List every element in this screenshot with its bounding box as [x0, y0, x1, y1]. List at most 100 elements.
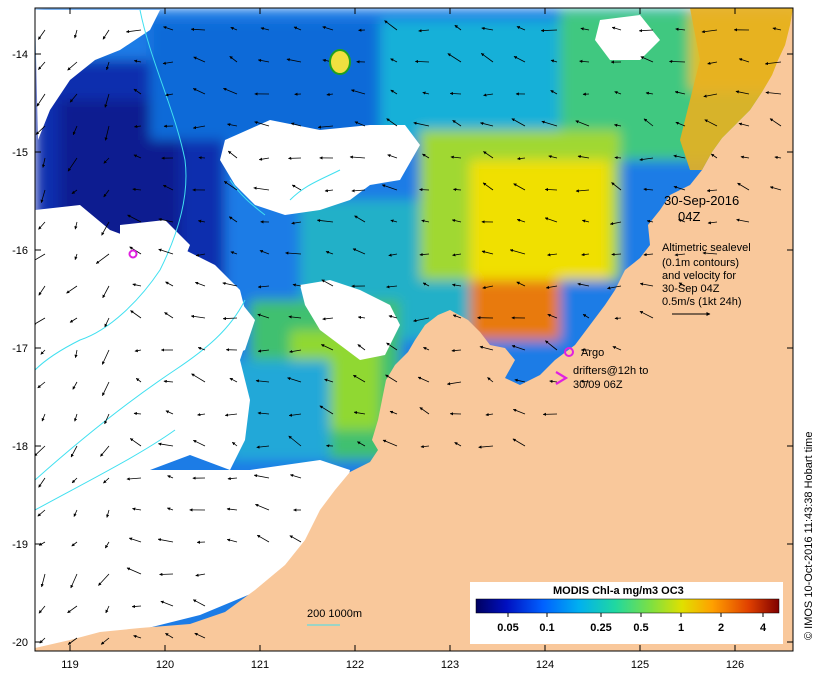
velocity-arrow	[103, 477, 110, 484]
velocity-arrow	[413, 121, 430, 127]
velocity-arrow	[35, 125, 46, 135]
velocity-arrow	[485, 413, 494, 417]
velocity-arrow	[550, 59, 558, 63]
velocity-arrow	[580, 27, 590, 31]
velocity-arrow	[736, 218, 750, 223]
velocity-arrow	[447, 53, 462, 63]
velocity-arrow	[514, 378, 526, 383]
lat-tick-label--20: -20	[12, 637, 28, 649]
velocity-arrow	[69, 93, 78, 103]
velocity-arrow	[353, 411, 366, 415]
argo-label: Argo	[581, 347, 604, 359]
velocity-arrow	[673, 154, 686, 159]
velocity-arrow	[707, 61, 718, 65]
velocity-arrow	[194, 281, 206, 287]
velocity-arrow	[774, 155, 782, 160]
velocity-arrow	[134, 349, 142, 353]
velocity-arrow	[286, 58, 302, 63]
velocity-arrow	[162, 61, 174, 65]
velocity-arrow	[640, 56, 654, 63]
colorbar-tick-0.05: 0.05	[497, 622, 518, 634]
velocity-arrow	[357, 441, 366, 447]
velocity-arrow	[769, 118, 782, 127]
velocity-arrow	[66, 285, 78, 294]
lon-tick-label-120: 120	[156, 659, 174, 671]
velocity-arrow	[101, 221, 110, 236]
velocity-arrow	[643, 187, 654, 191]
velocity-arrow	[102, 285, 110, 299]
lon-tick-label-123: 123	[441, 659, 459, 671]
velocity-arrow	[38, 541, 46, 546]
velocity-arrow	[390, 89, 398, 95]
velocity-arrow	[67, 605, 78, 614]
legend-line-2: (0.1m contours)	[662, 257, 739, 269]
velocity-arrow	[163, 379, 174, 384]
velocity-arrow	[73, 509, 78, 517]
velocity-arrow	[133, 59, 142, 63]
velocity-arrow	[128, 537, 142, 543]
velocity-arrow	[417, 376, 430, 383]
velocity-arrow	[351, 189, 366, 193]
velocity-arrow	[71, 189, 78, 195]
velocity-arrow	[422, 282, 430, 287]
velocity-arrow	[289, 474, 302, 479]
velocity-arrow	[707, 221, 718, 225]
velocity-arrow	[197, 413, 206, 417]
map-frame	[34, 7, 794, 652]
colorbar-tick-1: 1	[678, 622, 684, 634]
velocity-arrow	[611, 182, 622, 191]
velocity-arrow	[481, 250, 494, 255]
velocity-vectors	[35, 20, 782, 645]
velocity-arrow	[480, 52, 494, 63]
velocity-arrow	[513, 408, 526, 415]
colorbar-ticks: 0.05 0.1 0.25 0.5 1 2 4	[497, 613, 767, 634]
velocity-arrow	[386, 285, 398, 289]
velocity-arrow	[100, 637, 110, 645]
velocity-arrow	[67, 157, 78, 172]
velocity-arrow	[388, 253, 398, 257]
velocity-arrow	[104, 541, 110, 549]
velocity-arrow	[513, 56, 526, 63]
velocity-arrow	[67, 61, 78, 71]
velocity-arrow	[544, 187, 558, 192]
velocity-arrow	[511, 118, 526, 127]
velocity-arrow	[67, 637, 78, 645]
velocity-arrow	[223, 180, 238, 191]
lat-tick-label--15: -15	[12, 147, 28, 159]
velocity-arrow	[38, 605, 46, 614]
velocity-arrow	[40, 189, 46, 204]
velocity-arrow	[419, 407, 430, 415]
velocity-arrow	[451, 283, 462, 287]
velocity-arrow	[611, 252, 622, 257]
velocity-arrow	[516, 218, 526, 223]
velocity-arrow	[132, 187, 142, 192]
velocity-arrow	[354, 121, 366, 127]
velocity-arrow	[326, 92, 334, 97]
drifters-line-2: 30/09 06Z	[573, 379, 623, 391]
velocity-arrow	[232, 441, 238, 447]
lon-tick-label-119: 119	[61, 659, 79, 671]
velocity-arrow	[386, 342, 398, 351]
velocity-arrow	[193, 56, 206, 63]
velocity-arrow	[290, 122, 302, 127]
velocity-arrow	[71, 477, 78, 484]
velocity-arrow	[163, 26, 174, 31]
velocity-arrow	[385, 374, 398, 383]
velocity-arrow	[452, 119, 462, 127]
velocity-arrow	[479, 345, 494, 351]
velocity-arrow	[35, 445, 46, 457]
velocity-arrow	[324, 378, 334, 383]
velocity-arrow	[579, 59, 590, 63]
date-label: 30-Sep-2016	[664, 193, 739, 208]
velocity-arrow	[678, 282, 686, 287]
velocity-arrow	[158, 248, 174, 255]
velocity-arrow	[772, 27, 782, 31]
argo-float-marker	[128, 249, 138, 259]
velocity-arrow	[70, 573, 78, 589]
velocity-arrow	[325, 250, 334, 255]
velocity-arrow	[547, 253, 558, 257]
velocity-arrow	[255, 379, 270, 383]
velocity-arrow	[611, 26, 622, 31]
velocity-arrow	[260, 27, 270, 31]
velocity-arrow	[74, 253, 78, 261]
